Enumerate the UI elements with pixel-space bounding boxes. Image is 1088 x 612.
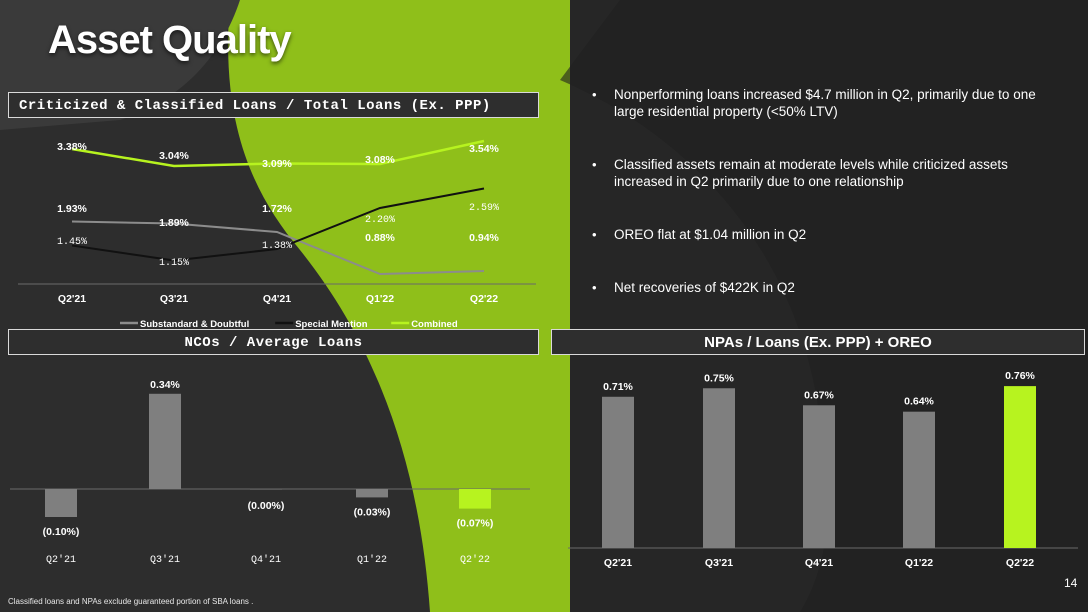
npa-chart-header: NPAs / Loans (Ex. PPP) + OREO xyxy=(551,329,1085,355)
x-tick-label: Q4'21 xyxy=(251,554,281,566)
bar xyxy=(149,393,181,489)
series-line-substandard-doubtful xyxy=(71,220,485,276)
x-tick-label: Q3'21 xyxy=(160,293,188,305)
criticized-chart-header: Criticized & Classified Loans / Total Lo… xyxy=(8,92,539,118)
data-label: 1.93% xyxy=(57,203,87,215)
bar xyxy=(1004,386,1036,548)
legend-label: Combined xyxy=(411,319,458,330)
x-tick-label: Q2'21 xyxy=(604,557,632,569)
data-label: (0.10%) xyxy=(43,526,80,538)
data-label: 1.38% xyxy=(262,241,292,252)
x-tick-label: Q4'21 xyxy=(263,293,291,305)
legend-label: Special Mention xyxy=(295,319,368,330)
nco-chart-header: NCOs / Average Loans xyxy=(8,329,539,355)
x-tick-label: Q2'22 xyxy=(460,554,490,566)
data-label: 0.71% xyxy=(603,381,633,393)
data-label: 2.59% xyxy=(469,203,499,214)
x-tick-label: Q1'22 xyxy=(366,293,394,305)
bar xyxy=(703,388,735,548)
data-label: 0.75% xyxy=(704,372,734,384)
x-tick-label: Q1'22 xyxy=(357,554,387,566)
footnote: Classified loans and NPAs exclude guaran… xyxy=(8,597,254,606)
bar xyxy=(803,405,835,548)
x-tick-label: Q2'21 xyxy=(58,293,86,305)
bullet-item: Net recoveries of $422K in Q2 xyxy=(590,279,1060,296)
bar xyxy=(356,489,388,498)
bar xyxy=(903,411,935,548)
bar xyxy=(602,396,634,548)
x-tick-label: Q3'21 xyxy=(705,557,733,569)
data-label: 0.64% xyxy=(904,396,934,408)
data-label: 3.38% xyxy=(57,141,87,153)
legend-label: Substandard & Doubtful xyxy=(140,319,249,330)
series-line-special-mention xyxy=(71,187,485,262)
commentary-bullets: Nonperforming loans increased $4.7 milli… xyxy=(590,86,1060,296)
data-label: 2.20% xyxy=(365,215,395,226)
data-label: 3.54% xyxy=(469,143,499,155)
bar xyxy=(459,489,491,509)
slide-title: Asset Quality xyxy=(48,18,292,62)
x-tick-label: Q2'22 xyxy=(470,293,498,305)
bar xyxy=(45,489,77,517)
series-line-combined xyxy=(71,139,485,168)
data-label: 3.04% xyxy=(159,150,189,162)
data-label: 1.15% xyxy=(159,258,189,269)
data-label: 1.45% xyxy=(57,237,87,248)
data-label: 0.67% xyxy=(804,389,834,401)
background-green-swoosh xyxy=(228,0,570,612)
data-label: (0.03%) xyxy=(354,506,391,518)
page-number: 14 xyxy=(1064,576,1078,590)
bullet-item: Nonperforming loans increased $4.7 milli… xyxy=(590,86,1060,120)
data-label: 0.94% xyxy=(469,232,499,244)
data-label: 0.34% xyxy=(150,379,180,391)
bullet-item: Classified assets remain at moderate lev… xyxy=(590,156,1060,190)
data-label: (0.00%) xyxy=(248,500,285,512)
data-label: 1.89% xyxy=(159,217,189,229)
data-label: 0.88% xyxy=(365,232,395,244)
data-label: 1.72% xyxy=(262,203,292,215)
x-tick-label: Q2'21 xyxy=(46,554,76,566)
x-tick-label: Q4'21 xyxy=(805,557,833,569)
data-label: 3.08% xyxy=(365,154,395,166)
x-tick-label: Q1'22 xyxy=(905,557,933,569)
x-tick-label: Q2'22 xyxy=(1006,557,1034,569)
data-label: 0.76% xyxy=(1005,370,1035,382)
bullet-item: OREO flat at $1.04 million in Q2 xyxy=(590,226,1060,243)
x-tick-label: Q3'21 xyxy=(150,554,180,566)
data-label: 3.09% xyxy=(262,158,292,170)
bar xyxy=(250,489,282,490)
data-label: (0.07%) xyxy=(457,518,494,530)
background-curve xyxy=(560,0,1088,612)
